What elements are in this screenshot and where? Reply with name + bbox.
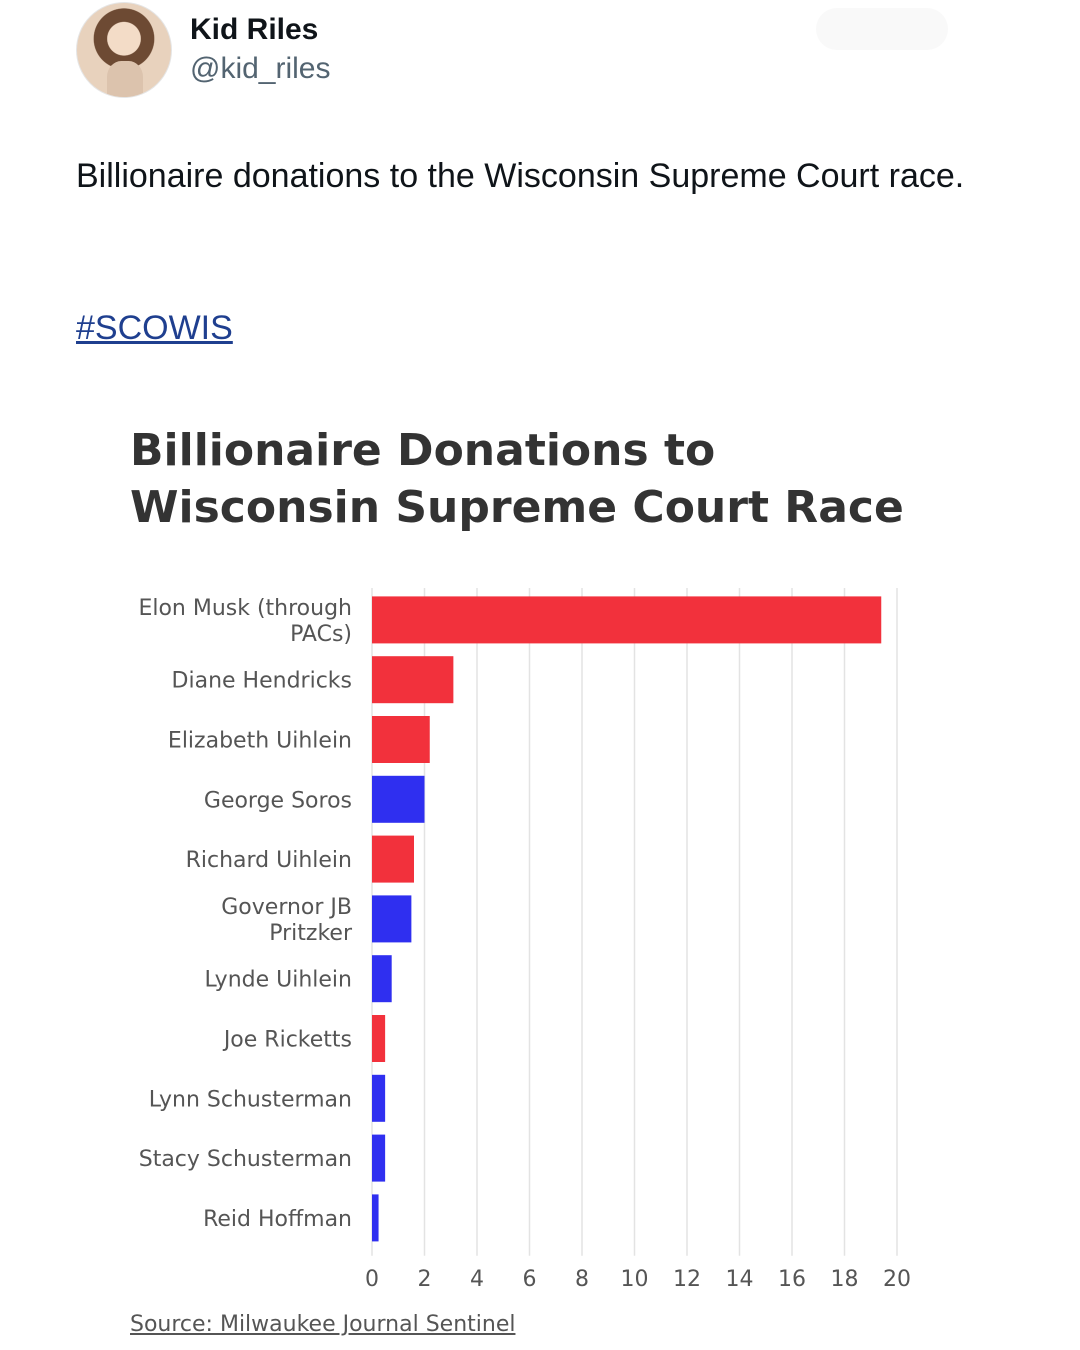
- category-label: George Soros: [204, 788, 352, 813]
- category-label: Elon Musk (through PACs): [138, 596, 352, 647]
- bar: [372, 775, 425, 823]
- x-tick-label: 20: [883, 1267, 911, 1292]
- display-name[interactable]: Kid Riles: [190, 13, 319, 47]
- bar: [372, 1194, 379, 1242]
- x-tick-label: 16: [778, 1267, 806, 1292]
- bar: [372, 955, 392, 1003]
- avatar[interactable]: [76, 2, 172, 98]
- x-tick-label: 6: [523, 1267, 537, 1292]
- x-tick-label: 0: [365, 1267, 379, 1292]
- bar: [372, 835, 414, 883]
- x-tick-label: 2: [418, 1267, 432, 1292]
- category-label: Reid Hoffman: [203, 1207, 352, 1232]
- source-link[interactable]: Source: Milwaukee Journal Sentinel: [130, 1312, 516, 1337]
- tweet-text: Billionaire donations to the Wisconsin S…: [76, 157, 965, 195]
- x-tick-label: 14: [726, 1267, 754, 1292]
- category-label: Governor JB Pritzker: [221, 895, 353, 946]
- x-tick-label: 4: [470, 1267, 484, 1292]
- hashtag-link[interactable]: #SCOWIS: [76, 309, 233, 347]
- bar-chart: Elon Musk (through PACs) Diane Hendricks El…: [138, 588, 911, 1292]
- category-label: Diane Hendricks: [172, 669, 352, 694]
- x-tick-label: 12: [673, 1267, 701, 1292]
- bar: [372, 1074, 386, 1122]
- category-label: Richard Uihlein: [186, 848, 352, 873]
- category-label: Elizabeth Uihlein: [168, 729, 352, 754]
- chart-title-line-1: Billionaire Donations to: [130, 425, 716, 476]
- bar: [372, 1134, 386, 1182]
- x-tick-label: 8: [575, 1267, 589, 1292]
- category-label: Joe Ricketts: [222, 1028, 352, 1053]
- x-tick-label: 10: [621, 1267, 649, 1292]
- category-label: Stacy Schusterman: [139, 1147, 352, 1172]
- bar: [372, 656, 454, 704]
- chart-title: Billionaire Donations to Wisconsin Supre…: [130, 422, 990, 536]
- x-tick-label: 18: [831, 1267, 859, 1292]
- author-names: Kid Riles @kid_riles: [190, 13, 331, 87]
- category-label: Lynde Uihlein: [204, 968, 352, 993]
- bar: [372, 716, 430, 763]
- user-handle[interactable]: @kid_riles: [190, 51, 331, 85]
- bar: [372, 895, 412, 943]
- chart-title-line-2: Wisconsin Supreme Court Race: [130, 482, 904, 533]
- bar: [372, 596, 882, 644]
- follow-button[interactable]: [816, 8, 948, 50]
- tweet-header: Kid Riles @kid_riles: [76, 2, 331, 98]
- bar: [372, 1015, 386, 1062]
- category-label: Lynn Schusterman: [149, 1087, 352, 1112]
